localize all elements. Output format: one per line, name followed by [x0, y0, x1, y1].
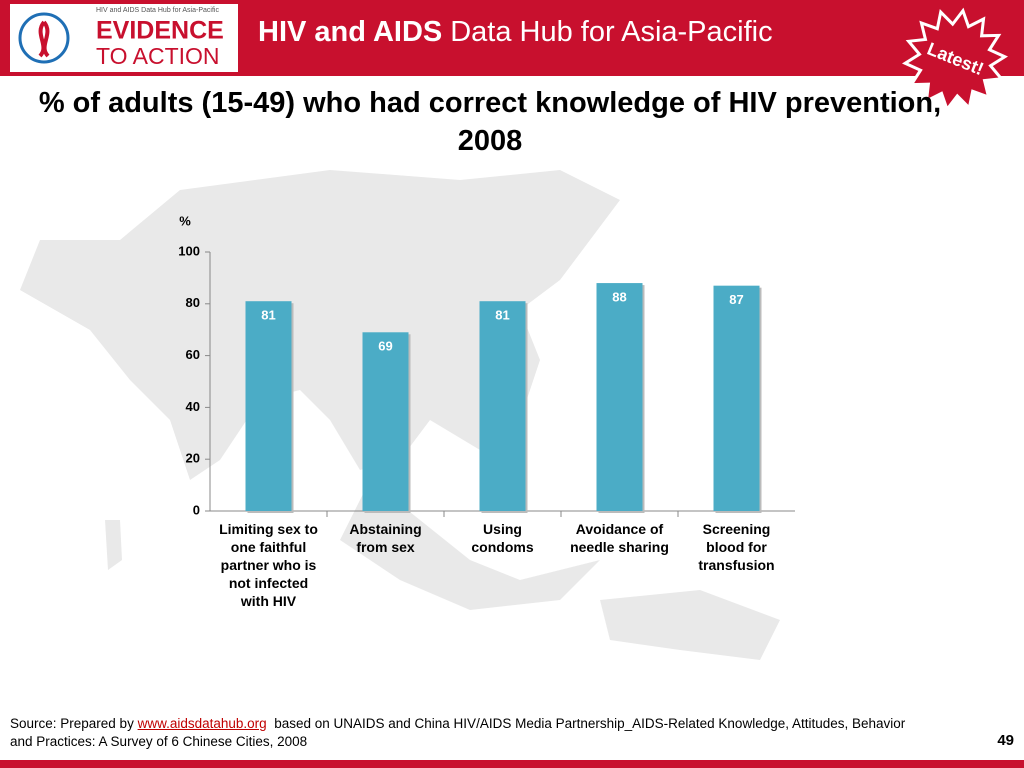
y-tick-label: 0: [193, 502, 200, 517]
x-tick-label: Abstaining from sex: [349, 521, 421, 555]
value-label: 87: [729, 292, 743, 307]
bar: [245, 301, 292, 511]
value-label: 81: [261, 308, 275, 323]
bar: [479, 301, 526, 511]
page-number: 49: [997, 732, 1014, 749]
source-note: Source: Prepared by www.aidsdatahub.org …: [10, 715, 910, 751]
x-tick-label: Using condoms: [471, 521, 533, 555]
footer-band: [0, 760, 1024, 768]
source-rest: based on UNAIDS and China HIV/AIDS Media…: [10, 716, 906, 749]
y-tick-label: 100: [178, 243, 200, 258]
source-link[interactable]: www.aidsdatahub.org: [137, 716, 267, 731]
badge: Latest!: [901, 7, 1009, 113]
bar: [596, 283, 643, 511]
header-title-rest: Data Hub for Asia-Pacific: [450, 16, 772, 48]
logo-ribbon: [38, 20, 50, 58]
value-label: 88: [612, 290, 626, 305]
logo-bottom: TO ACTION: [96, 43, 220, 69]
logo-emblem: [18, 12, 70, 64]
x-tick-label: Avoidance of needle sharing: [570, 521, 669, 555]
chart-title: % of adults (15-49) who had correct know…: [38, 87, 942, 157]
bar: [362, 332, 409, 511]
header-title-bold: HIV and AIDS: [258, 16, 442, 48]
header-title: HIV and AIDS Data Hub for Asia-Pacific: [258, 16, 773, 48]
y-tick-label: 40: [186, 399, 200, 414]
logo-caption: HIV and AIDS Data Hub for Asia-Pacific: [96, 7, 219, 14]
y-tick-label: 80: [186, 295, 200, 310]
value-label: 81: [495, 308, 509, 323]
y-axis-label: %: [179, 213, 191, 228]
value-label: 69: [378, 339, 392, 354]
y-tick-label: 60: [186, 347, 200, 362]
badge-star: [901, 7, 1009, 113]
y-tick-label: 20: [186, 451, 200, 466]
logo-top: EVIDENCE: [96, 17, 224, 45]
x-tick-label: Screening blood for transfusion: [698, 521, 774, 573]
bar: [713, 285, 760, 511]
x-tick-label: Limiting sex to one faithful partner who i…: [219, 521, 318, 609]
source-prefix: Source: Prepared by: [10, 716, 134, 731]
